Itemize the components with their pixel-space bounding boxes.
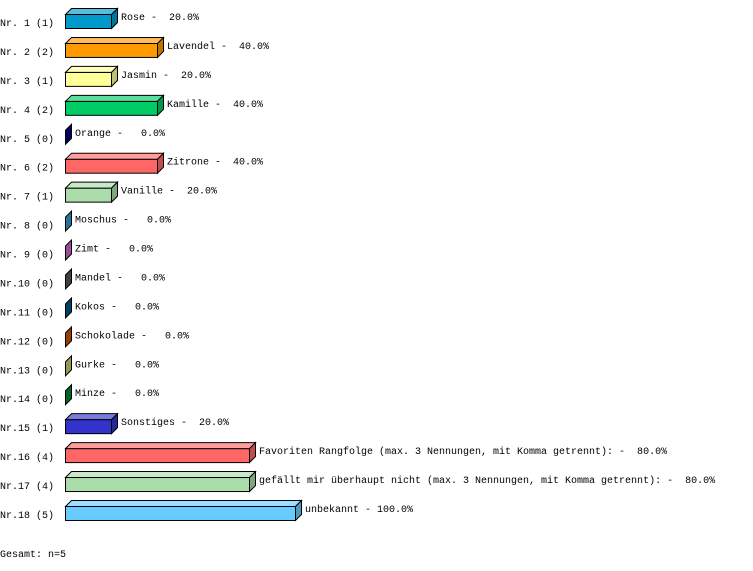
row-rank-label: Nr. 4 (2) bbox=[0, 105, 54, 117]
bar-top bbox=[64, 152, 165, 160]
bar-top bbox=[64, 181, 119, 189]
bar-side bbox=[249, 441, 256, 464]
row-rank-label: Nr.12 (0) bbox=[0, 336, 54, 348]
bar-side bbox=[295, 499, 302, 522]
bar-value-label: Moschus - 0.0% bbox=[75, 215, 171, 227]
bar-front bbox=[65, 477, 250, 493]
bar-side bbox=[111, 412, 118, 435]
bar-value-label: Jasmin - 20.0% bbox=[121, 70, 211, 82]
bar-side bbox=[65, 296, 72, 320]
bar-value-label: Zitrone - 40.0% bbox=[167, 157, 263, 169]
bar-value-label: Gurke - 0.0% bbox=[75, 359, 159, 371]
bar-front bbox=[65, 71, 112, 87]
bar-top bbox=[64, 36, 165, 44]
row-rank-label: Nr. 2 (2) bbox=[0, 47, 54, 59]
bar-side bbox=[65, 238, 72, 262]
bar-top bbox=[64, 499, 303, 507]
bar-side bbox=[65, 383, 72, 406]
row-rank-label: Nr.11 (0) bbox=[0, 307, 54, 319]
bar-side bbox=[65, 267, 72, 291]
bar-value-label: Kokos - 0.0% bbox=[75, 301, 159, 313]
bar-front bbox=[65, 505, 296, 521]
row-rank-label: Nr. 3 (1) bbox=[0, 76, 54, 88]
bar-value-label: gefällt mir überhaupt nicht (max. 3 Nenn… bbox=[259, 475, 715, 487]
bar-front bbox=[65, 158, 158, 174]
bar-side bbox=[249, 470, 256, 493]
bar-top bbox=[64, 94, 165, 102]
bar-value-label: Vanille - 20.0% bbox=[121, 186, 217, 198]
bar-side bbox=[157, 94, 164, 117]
bar-top bbox=[64, 65, 119, 73]
bar-value-label: Kamille - 40.0% bbox=[167, 99, 263, 111]
bar-top bbox=[64, 442, 257, 450]
bar-front bbox=[65, 100, 158, 116]
total-label: Gesamt: n=5 bbox=[0, 550, 66, 561]
bar-top bbox=[64, 8, 119, 15]
bar-front bbox=[65, 187, 112, 203]
row-rank-label: Nr.14 (0) bbox=[0, 394, 54, 406]
row-rank-label: Nr. 1 (1) bbox=[0, 18, 54, 30]
bar-side bbox=[157, 36, 164, 59]
row-rank-label: Nr.17 (4) bbox=[0, 481, 54, 493]
bar-top bbox=[64, 471, 257, 479]
bar-value-label: Schokolade - 0.0% bbox=[75, 330, 189, 342]
bar-side bbox=[111, 7, 118, 30]
bar-value-label: Orange - 0.0% bbox=[75, 129, 165, 140]
bar-front bbox=[65, 42, 158, 58]
bar-side bbox=[111, 65, 118, 88]
row-rank-label: Nr. 7 (1) bbox=[0, 192, 54, 204]
bar-front bbox=[65, 419, 112, 435]
bar-value-label: Zimt - 0.0% bbox=[75, 244, 153, 256]
bar-value-label: Lavendel - 40.0% bbox=[167, 41, 269, 53]
bar-front bbox=[65, 448, 250, 464]
row-rank-label: Nr. 8 (0) bbox=[0, 221, 54, 233]
bar-value-label: unbekannt - 100.0% bbox=[305, 504, 413, 516]
row-rank-label: Nr.10 (0) bbox=[0, 278, 54, 290]
row-rank-label: Nr. 9 (0) bbox=[0, 250, 54, 262]
row-rank-label: Nr.18 (5) bbox=[0, 510, 54, 522]
bar-side bbox=[65, 354, 72, 377]
bar-side bbox=[65, 123, 72, 146]
bar-value-label: Rose - 20.0% bbox=[121, 13, 199, 24]
bar-side bbox=[65, 209, 72, 233]
bar-value-label: Minze - 0.0% bbox=[75, 388, 159, 400]
bar-value-label: Favoriten Rangfolge (max. 3 Nennungen, m… bbox=[259, 446, 667, 458]
bar-value-label: Sonstiges - 20.0% bbox=[121, 417, 229, 429]
bar-side bbox=[157, 151, 164, 175]
bar-side bbox=[111, 180, 118, 204]
row-rank-label: Nr. 6 (2) bbox=[0, 163, 54, 175]
row-rank-label: Nr.15 (1) bbox=[0, 423, 54, 435]
row-rank-label: Nr.13 (0) bbox=[0, 365, 54, 377]
bar-side bbox=[65, 325, 72, 349]
row-rank-label: Nr.16 (4) bbox=[0, 452, 54, 464]
row-rank-label: Nr. 5 (0) bbox=[0, 134, 54, 146]
bar-top bbox=[64, 413, 119, 421]
bar-front bbox=[65, 14, 112, 29]
bar-value-label: Mandel - 0.0% bbox=[75, 272, 165, 284]
